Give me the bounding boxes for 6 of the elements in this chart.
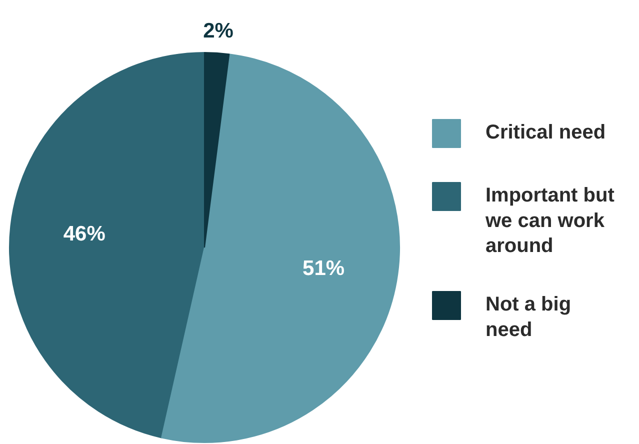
- data-label: 46%: [63, 222, 106, 246]
- legend-label: Critical need: [486, 122, 606, 144]
- legend-label: Important but we can work around: [484, 184, 615, 258]
- legend-label: Not a big need: [486, 294, 572, 341]
- data-label: 2%: [203, 19, 234, 42]
- data-label: 51%: [302, 256, 345, 280]
